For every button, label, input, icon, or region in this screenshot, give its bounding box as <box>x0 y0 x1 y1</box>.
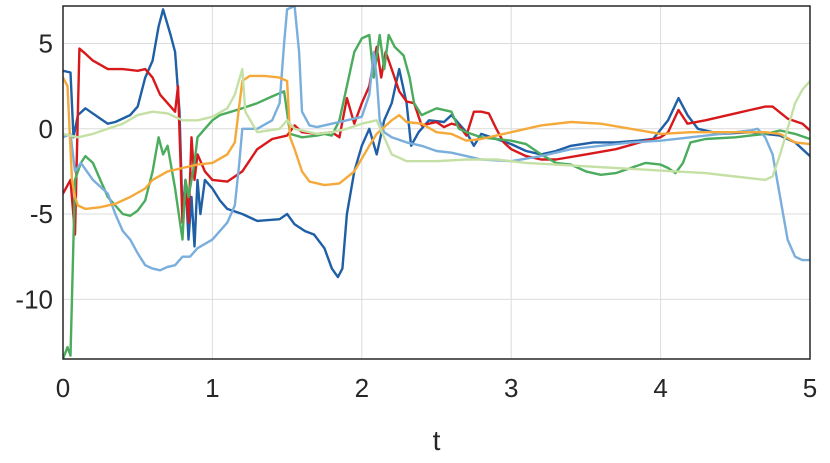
y-tick-label: -5 <box>30 199 53 229</box>
series-layer <box>63 6 810 359</box>
x-tick-label: 4 <box>653 373 667 403</box>
series-line-5 <box>63 74 810 211</box>
y-tick-label: 5 <box>39 29 53 59</box>
axes-frame <box>62 5 811 360</box>
y-tick-label: -10 <box>15 284 53 314</box>
series-line-1 <box>63 8 810 279</box>
x-tick-label: 3 <box>504 373 518 403</box>
x-tick-label: 2 <box>355 373 369 403</box>
series-line-3 <box>63 33 810 359</box>
x-tick-label: 1 <box>205 373 219 403</box>
series-line-2 <box>63 45 810 236</box>
series-line-4 <box>63 6 810 272</box>
series-line-6 <box>63 67 810 182</box>
x-tick-label: 5 <box>803 373 817 403</box>
x-axis-label: t <box>433 425 441 456</box>
x-tick-label: 0 <box>56 373 70 403</box>
tick-labels: 0 1 2 3 4 5 -10 -5 0 5 <box>15 29 817 403</box>
y-tick-label: 0 <box>39 114 53 144</box>
